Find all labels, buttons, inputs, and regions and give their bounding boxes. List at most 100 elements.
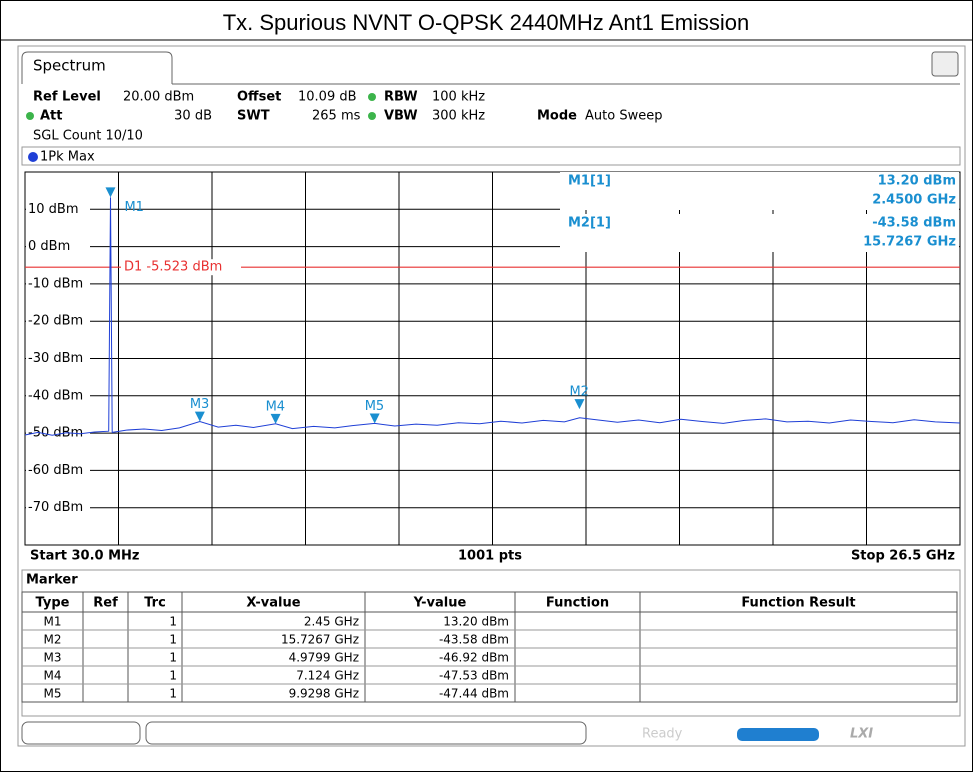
readout-level: -43.58 dBm	[872, 216, 956, 231]
att-label: Att	[40, 109, 63, 124]
start: Start 30.0 MHz	[30, 549, 139, 564]
marker-label: M4	[266, 399, 286, 414]
att: 30 dB	[174, 109, 212, 124]
label-bg	[26, 462, 90, 479]
cell: 1	[169, 615, 177, 629]
column-header: Trc	[144, 596, 166, 611]
status-dot	[368, 112, 376, 120]
y-tick-label: -10 dBm	[28, 276, 83, 291]
label-bg	[26, 350, 90, 367]
ref-level-label: Ref Level	[33, 90, 101, 105]
cell: -47.53 dBm	[439, 669, 509, 683]
input-bar[interactable]	[145, 721, 587, 745]
column-header: Type	[36, 596, 70, 611]
readout-bg	[560, 172, 959, 210]
y-tick-label: -60 dBm	[28, 463, 83, 478]
label-bg	[26, 499, 90, 516]
softkey[interactable]	[21, 721, 141, 745]
column-header: Function Result	[741, 596, 855, 611]
cell: M3	[44, 651, 62, 665]
vbw-label: VBW	[384, 109, 418, 124]
y-tick-label: 0 dBm	[28, 239, 70, 254]
marker	[270, 413, 281, 424]
label-bg	[26, 238, 90, 255]
marker	[194, 411, 205, 422]
mode-label: Mode	[537, 109, 577, 124]
points: 1001 pts	[458, 549, 522, 564]
cell: 1	[169, 687, 177, 701]
y-tick-label: -40 dBm	[28, 388, 83, 403]
menu-icon[interactable]	[931, 51, 959, 77]
readout-freq: 2.4500 GHz	[872, 193, 956, 208]
y-tick-label: -50 dBm	[28, 426, 83, 441]
label-bg	[26, 201, 90, 218]
trace-dot	[28, 152, 38, 162]
swt: 265 ms	[312, 109, 361, 124]
cell: 9.9298 GHz	[289, 687, 359, 701]
count: SGL Count 10/10	[33, 129, 143, 144]
cell: -46.92 dBm	[439, 651, 509, 665]
display-line-label: D1 -5.523 dBm	[124, 260, 222, 275]
cell: 1	[169, 669, 177, 683]
cell: 7.124 GHz	[296, 669, 359, 683]
marker-label: M3	[190, 397, 210, 412]
swt-label: SWT	[237, 109, 270, 124]
cell: M2	[44, 633, 62, 647]
marker-label: M1	[124, 200, 144, 215]
lxi-logo: LXI	[850, 727, 873, 742]
label-bg	[26, 425, 90, 442]
rbw: 100 kHz	[432, 90, 485, 105]
tab-label[interactable]: Spectrum	[33, 57, 106, 75]
tab[interactable]	[21, 51, 173, 84]
title: Tx. Spurious NVNT O-QPSK 2440MHz Ant1 Em…	[223, 10, 750, 35]
label-bg	[121, 259, 241, 276]
ref-level: 20.00 dBm	[123, 90, 194, 105]
progress	[737, 728, 819, 741]
cell: M1	[44, 615, 62, 629]
y-tick-label: -30 dBm	[28, 351, 83, 366]
readout-freq: 15.7267 GHz	[863, 235, 956, 250]
vbw: 300 kHz	[432, 109, 485, 124]
marker-label: M2	[569, 385, 589, 400]
cell: 1	[169, 633, 177, 647]
readout-name: M1[1]	[568, 174, 611, 189]
offset-label: Offset	[237, 90, 281, 105]
cell: M4	[44, 669, 62, 683]
table-caption: Marker	[26, 573, 78, 588]
cell: 15.7267 GHz	[281, 633, 359, 647]
cell: 2.45 GHz	[304, 615, 359, 629]
offset: 10.09 dB	[298, 90, 357, 105]
marker-label: M5	[365, 399, 385, 414]
column-header: Y-value	[413, 596, 467, 611]
trace-label: 1Pk Max	[40, 150, 95, 165]
label-bg	[26, 387, 90, 404]
status-dot	[26, 112, 34, 120]
status-dot	[368, 93, 376, 101]
label-bg	[26, 313, 90, 330]
cell: -43.58 dBm	[439, 633, 509, 647]
cell: 1	[169, 651, 177, 665]
cell: M5	[44, 687, 62, 701]
mode: Auto Sweep	[585, 109, 662, 124]
trace	[24, 197, 961, 436]
y-tick-label: 10 dBm	[28, 202, 79, 217]
cell: 13.20 dBm	[443, 615, 509, 629]
column-header: Function	[546, 596, 609, 611]
column-header: Ref	[93, 596, 118, 611]
column-header: X-value	[246, 596, 300, 611]
cell: -47.44 dBm	[439, 687, 509, 701]
label-bg	[26, 275, 90, 292]
readout-level: 13.20 dBm	[878, 174, 956, 189]
marker	[105, 187, 116, 198]
readout-bg	[560, 214, 959, 252]
marker	[369, 413, 380, 424]
marker	[574, 399, 585, 410]
readout-name: M2[1]	[568, 216, 611, 231]
y-tick-label: -20 dBm	[28, 314, 83, 329]
trace-header	[21, 146, 961, 166]
stop: Stop 26.5 GHz	[851, 549, 955, 564]
status: Ready	[642, 727, 683, 742]
rbw-label: RBW	[384, 90, 418, 105]
cell: 4.9799 GHz	[289, 651, 359, 665]
